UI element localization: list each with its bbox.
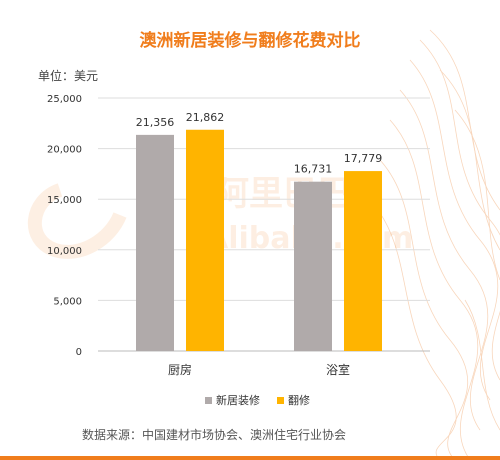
y-tick-label: 15,000 [47, 195, 82, 206]
unit-label: 单位：美元 [38, 69, 99, 83]
y-tick-label: 25,000 [47, 94, 82, 105]
y-tick-label: 20,000 [47, 145, 82, 156]
x-category-label: 浴室 [326, 362, 350, 377]
bar [186, 129, 224, 351]
legend-label: 新居装修 [216, 393, 260, 407]
legend-swatch [205, 397, 212, 404]
bar [294, 181, 332, 351]
chart-title: 澳洲新居装修与翻修花费对比 [139, 31, 361, 51]
data-label: 21,862 [186, 111, 225, 124]
bar [136, 134, 174, 351]
data-label: 21,356 [136, 116, 175, 129]
data-label: 17,779 [344, 152, 383, 165]
x-category-label: 厨房 [168, 362, 192, 377]
bottom-accent-bar [0, 456, 500, 460]
legend-label: 翻修 [288, 393, 310, 407]
y-tick-label: 5,000 [53, 296, 82, 307]
source-note: 数据来源：中国建材市场协会、澳洲住宅行业协会 [82, 428, 347, 442]
data-label: 16,731 [294, 163, 333, 176]
legend-swatch [277, 397, 284, 404]
y-tick-label: 0 [76, 347, 82, 358]
bar [344, 171, 382, 351]
y-tick-label: 10,000 [47, 246, 82, 257]
